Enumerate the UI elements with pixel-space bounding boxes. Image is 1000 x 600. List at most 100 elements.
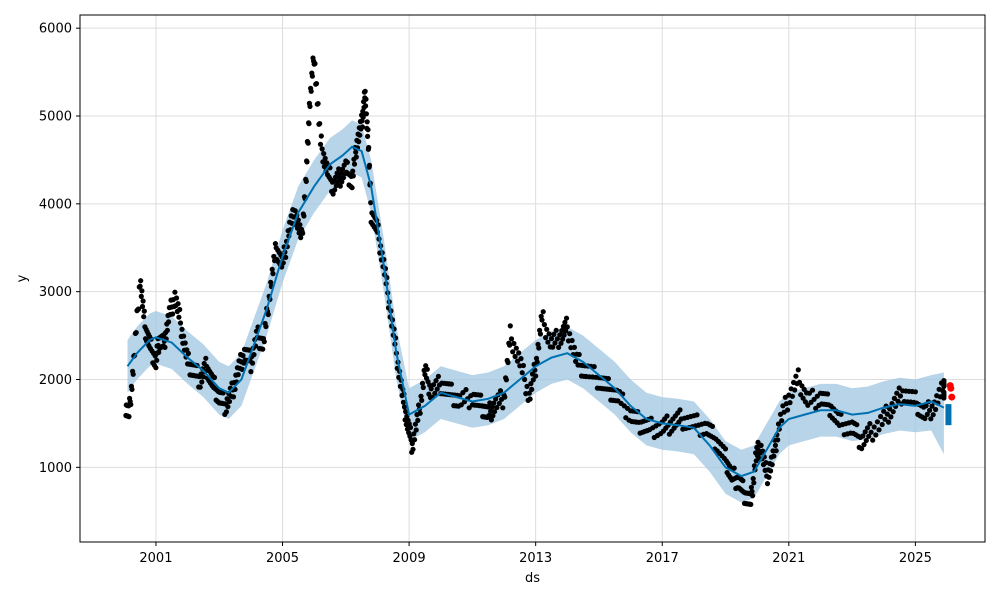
observed-point	[878, 413, 884, 420]
observed-point	[363, 96, 369, 102]
future-forecast-segment	[945, 404, 952, 426]
observed-point	[420, 384, 426, 391]
observed-point	[551, 331, 557, 337]
observed-point	[825, 391, 831, 397]
x-axis-label: ds	[525, 571, 540, 586]
observed-point	[172, 289, 178, 295]
observed-point	[349, 185, 355, 191]
observed-point	[787, 400, 793, 406]
observed-point	[332, 187, 338, 193]
observed-point	[225, 404, 231, 410]
observed-point	[300, 230, 306, 236]
observed-point	[139, 303, 146, 310]
observed-point	[366, 162, 373, 168]
observed-point	[272, 241, 278, 247]
observed-point	[433, 378, 439, 384]
observed-point	[248, 369, 254, 375]
observed-point	[409, 440, 415, 447]
observed-point	[930, 412, 936, 418]
observed-point	[416, 402, 422, 408]
observed-point	[368, 200, 374, 206]
observed-point	[527, 396, 533, 402]
observed-point	[923, 403, 929, 409]
observed-point	[491, 400, 497, 406]
observed-point	[365, 127, 371, 133]
observed-point	[529, 386, 535, 392]
observed-point	[890, 409, 896, 415]
observed-point	[319, 146, 325, 152]
observed-point	[795, 367, 801, 373]
observed-point	[197, 384, 203, 390]
observed-point	[760, 448, 766, 454]
gridlines	[80, 15, 985, 542]
observed-point	[882, 416, 888, 422]
observed-point	[265, 311, 271, 318]
observed-point	[337, 183, 343, 189]
observed-point	[874, 419, 881, 425]
observed-point	[359, 124, 365, 130]
observed-point	[563, 315, 570, 321]
observed-point	[401, 404, 408, 410]
observed-point	[353, 154, 359, 160]
observed-point	[175, 301, 181, 307]
observed-point	[334, 170, 340, 176]
observed-point	[785, 407, 791, 413]
observed-point	[516, 350, 522, 356]
observed-point	[251, 352, 257, 358]
observed-point	[533, 373, 539, 379]
observed-point	[489, 404, 495, 410]
observed-point	[895, 398, 901, 404]
observed-point	[561, 332, 567, 338]
observed-point	[336, 166, 342, 172]
observed-point	[263, 323, 269, 330]
observed-point	[764, 481, 771, 487]
observed-point	[463, 387, 469, 393]
observed-point	[448, 381, 454, 387]
observed-point	[876, 427, 882, 433]
y-tick-label: 4000	[39, 197, 72, 212]
observed-point	[340, 175, 346, 181]
observed-point	[312, 61, 318, 67]
observed-point	[694, 412, 700, 418]
observed-point	[507, 342, 513, 348]
observed-point	[491, 409, 498, 415]
observed-point	[223, 409, 229, 415]
observed-point	[854, 422, 860, 428]
observed-point	[924, 411, 930, 417]
observed-point	[809, 387, 816, 393]
observed-point	[772, 442, 779, 448]
observed-point	[350, 173, 356, 179]
observed-point	[748, 501, 754, 507]
observed-point	[304, 159, 310, 165]
observed-point	[177, 306, 183, 313]
forecast-line-group	[126, 145, 952, 478]
observed-point	[353, 149, 359, 155]
observed-point	[321, 151, 327, 157]
observed-point	[929, 403, 935, 409]
observed-point	[130, 371, 136, 377]
observed-point	[887, 406, 893, 412]
observed-point	[789, 393, 796, 399]
observed-point	[526, 390, 532, 396]
x-tick-label: 2017	[646, 551, 679, 566]
observed-point	[540, 309, 546, 315]
observed-point	[860, 433, 866, 439]
plot-frame	[79, 14, 986, 543]
observed-point	[417, 410, 423, 416]
observed-point	[768, 468, 774, 474]
observed-point	[313, 81, 320, 87]
observed-point	[722, 446, 729, 452]
observed-point	[508, 336, 515, 342]
observed-point	[896, 385, 902, 391]
observed-point	[559, 328, 565, 334]
observed-point	[176, 314, 182, 320]
observed-point	[419, 397, 425, 403]
observed-point	[344, 159, 350, 165]
y-tick-label: 5000	[39, 110, 72, 125]
observed-point	[333, 183, 339, 189]
observed-point	[868, 429, 874, 435]
observed-point	[126, 414, 132, 420]
observed-point	[560, 323, 567, 330]
observed-point	[363, 111, 369, 117]
observed-point	[166, 319, 172, 325]
